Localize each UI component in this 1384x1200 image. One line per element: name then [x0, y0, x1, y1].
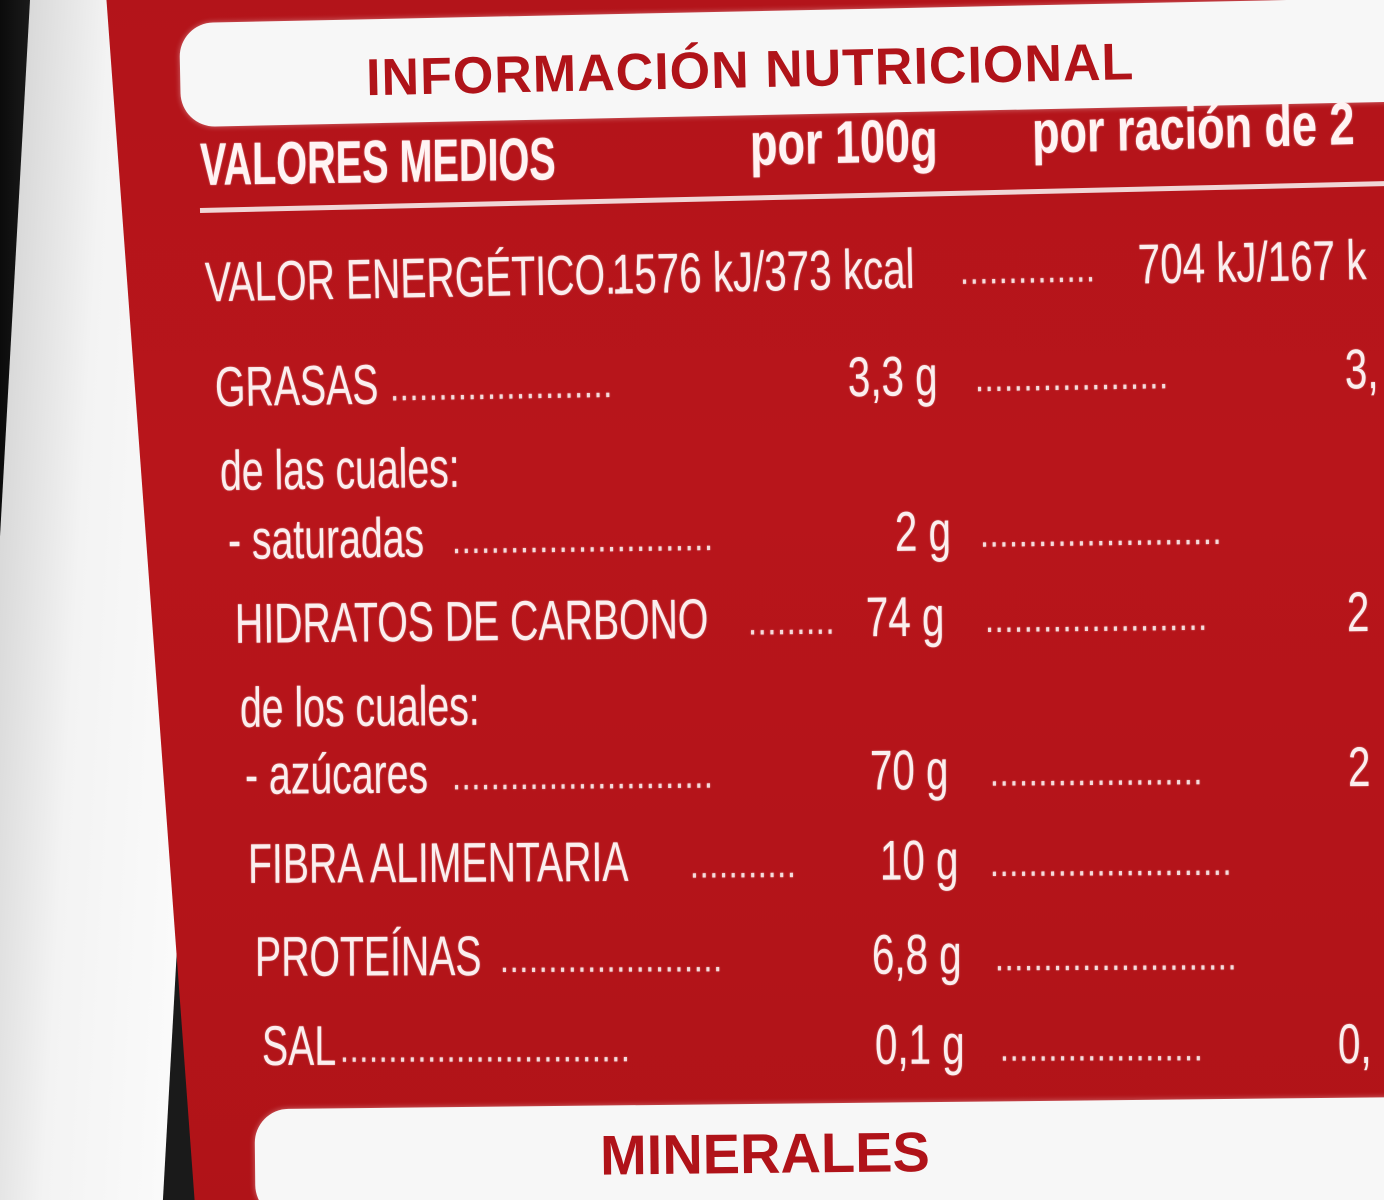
leader-dots: .................... [974, 353, 1170, 401]
leader-dots: ......................... [994, 934, 1238, 980]
nutrient-label: HIDRATOS DE CARBONO [234, 586, 709, 655]
minerals-title: MINERALES [254, 1096, 1384, 1200]
leader-dots: ........... [689, 842, 797, 887]
nutrient-row-protein: PROTEÍNAS ....................... 6,8 g … [0, 919, 1384, 1005]
header-per-serving: por ración de 2 [1031, 89, 1356, 166]
nutrient-row-salt: SAL .............................. 0,1 g… [0, 1011, 1384, 1094]
nutrient-label: SAL [261, 1013, 337, 1077]
nutrient-row-sugars: - azúcares ........................... 7… [0, 732, 1384, 823]
nutrient-label: GRASAS [214, 352, 379, 419]
nutrient-value-100g: 2 g [894, 499, 952, 563]
leader-dots: ......... [747, 598, 836, 644]
nutrient-label: - azúcares [244, 741, 429, 806]
leader-dots: ....................... [499, 936, 723, 982]
nutrient-value-100g: 10 g [879, 828, 959, 892]
leader-dots: .............. [959, 246, 1096, 293]
leader-dots: ......................... [979, 508, 1223, 556]
header-per-100g: por 100g [749, 106, 938, 178]
nutrient-value-serving: 704 kJ/167 k [1137, 228, 1367, 296]
nutrient-value-serving: 3, [1344, 336, 1379, 401]
header-values-label: VALORES MEDIOS [199, 125, 556, 198]
nutrient-value-100g: 74 g [865, 584, 945, 649]
nutrient-row-fiber: FIBRA ALIMENTARIA ........... 10 g .....… [0, 824, 1384, 912]
nutrient-label: VALOR ENERGÉTICO.. [204, 242, 628, 314]
leader-dots: ..................... [999, 1025, 1204, 1070]
leader-dots: ....................... [389, 361, 614, 410]
nutrient-label: de los cuales: [239, 673, 480, 739]
nutrient-value-100g: 1576 kJ/373 kcal [611, 236, 916, 306]
leader-dots: ....................... [984, 594, 1209, 642]
nutrient-label: - saturadas [227, 505, 425, 571]
nutrient-row-carbs: HIDRATOS DE CARBONO ......... 74 g .....… [0, 577, 1384, 674]
nutrient-value-100g: 0,1 g [874, 1012, 965, 1076]
nutrient-label: de las cuales: [219, 435, 461, 503]
nutrient-row-fat: GRASAS ....................... 3,3 g ...… [0, 332, 1384, 437]
nutrient-label: PROTEÍNAS [254, 924, 482, 988]
nutrient-value-serving: 2 [1347, 735, 1371, 799]
leader-dots: ........................... [451, 515, 714, 563]
nutrient-value-100g: 70 g [869, 737, 949, 802]
nutrient-value-serving: 0, [1337, 1012, 1372, 1076]
nutrient-row-energy: VALOR ENERGÉTICO.. 1576 kJ/373 kcal ....… [0, 223, 1384, 334]
nutrient-value-100g: 3,3 g [847, 343, 939, 409]
leader-dots: ......................... [989, 839, 1233, 886]
nutrient-value-100g: 6,8 g [871, 922, 962, 986]
nutrient-value-serving: 2 [1346, 580, 1370, 644]
leader-dots: ...................... [989, 749, 1204, 795]
leader-dots: .............................. [339, 1026, 631, 1071]
leader-dots: ........................... [451, 752, 714, 799]
nutrient-label: FIBRA ALIMENTARIA [247, 829, 629, 895]
